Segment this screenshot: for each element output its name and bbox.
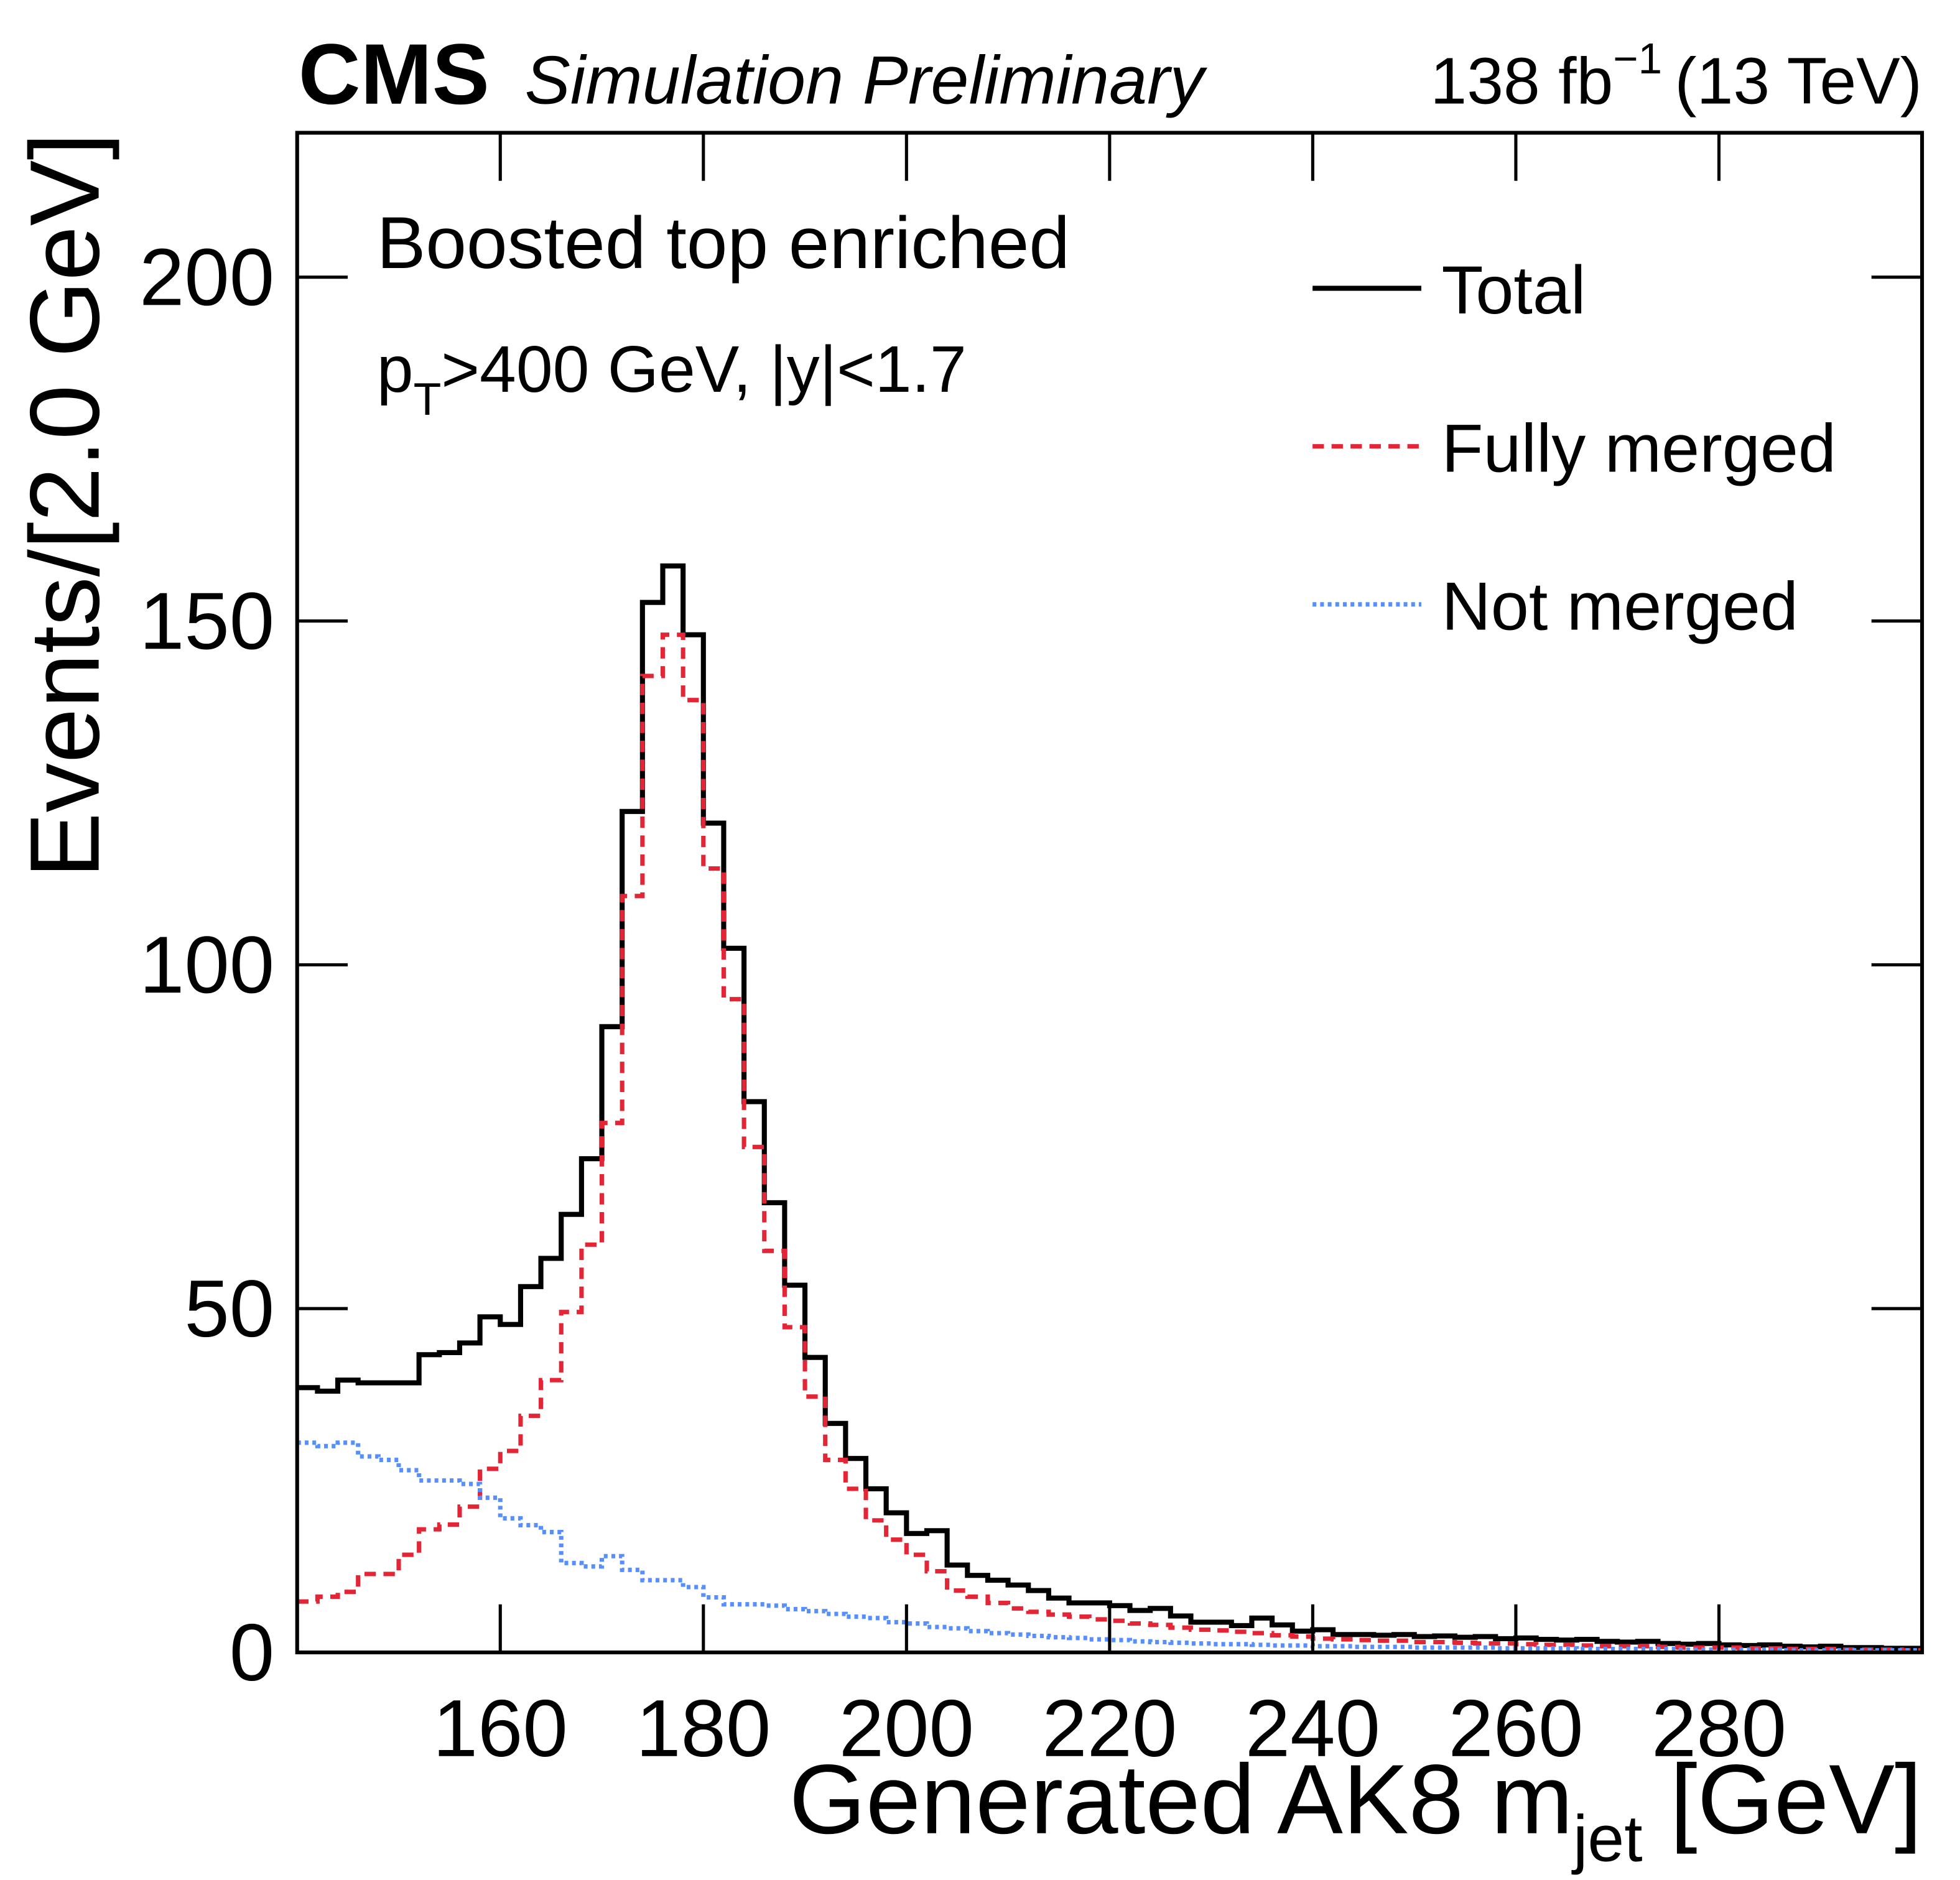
x-tick-label: 160	[433, 1683, 568, 1774]
legend-label: Fully merged	[1442, 410, 1836, 486]
x-title-sub: jet	[1571, 1802, 1643, 1875]
y-axis-title: Events/[2.0 GeV]	[9, 132, 120, 878]
lumi-energy: (13 TeV)	[1674, 45, 1922, 118]
legend-label: Not merged	[1442, 568, 1798, 644]
y-tick-label: 100	[139, 919, 274, 1010]
y-tick-label: 200	[139, 231, 274, 322]
y-tick-label: 50	[184, 1263, 274, 1354]
x-tick-label: 180	[636, 1683, 771, 1774]
lumi-text: 138 fb	[1430, 45, 1613, 118]
histogram-line	[297, 1440, 1923, 1653]
y-tick-label: 150	[139, 575, 274, 666]
legend-label: Total	[1442, 252, 1586, 328]
annotation: pT>400 GeV, |y|<1.7	[377, 333, 967, 425]
annotation-rest: >400 GeV, |y|<1.7	[441, 333, 966, 406]
annotation-sub: T	[414, 374, 442, 425]
x-tick-label: 240	[1245, 1683, 1380, 1774]
annotation-text: p	[377, 333, 414, 406]
histogram-line	[297, 563, 1923, 1651]
annotation: Boosted top enriched	[377, 201, 1070, 284]
x-tick-label: 260	[1448, 1683, 1583, 1774]
x-title-text: Generated AK8 m	[789, 1744, 1573, 1855]
x-tick-label: 220	[1042, 1683, 1177, 1774]
histogram-line	[297, 632, 1923, 1653]
subtitle: Simulation Preliminary	[525, 43, 1208, 119]
x-axis-title: Generated AK8 mjet [GeV]	[789, 1744, 1922, 1876]
experiment-label: CMS	[299, 27, 490, 123]
x-tick-label: 280	[1651, 1683, 1786, 1774]
x-title-rest: [GeV]	[1643, 1744, 1922, 1855]
lumi-label: 138 fb−1 (13 TeV)	[1430, 34, 1922, 118]
lumi-sup: −1	[1613, 34, 1662, 83]
y-tick-label: 0	[230, 1607, 274, 1698]
x-tick-label: 200	[839, 1683, 974, 1774]
